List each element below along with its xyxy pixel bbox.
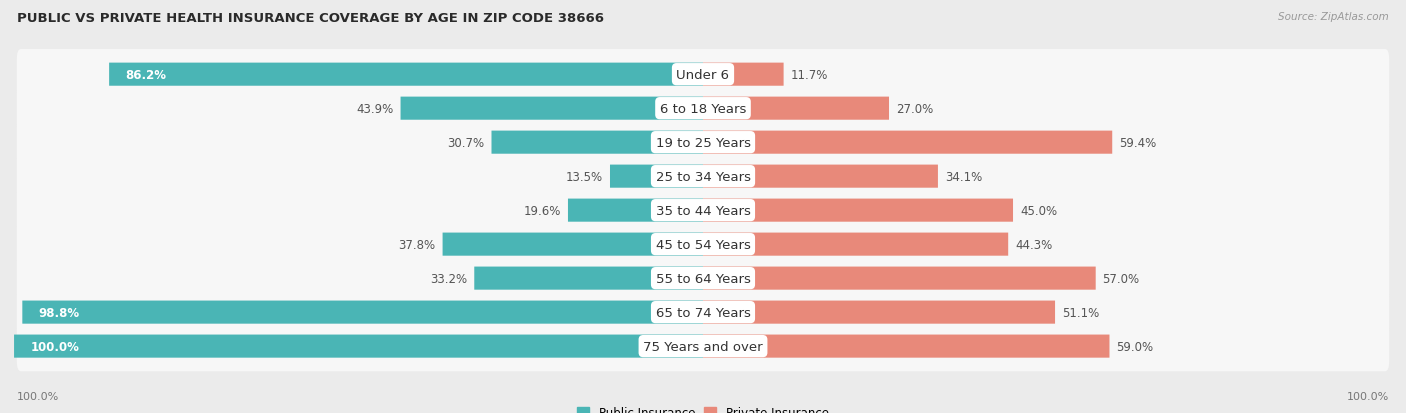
Text: 65 to 74 Years: 65 to 74 Years <box>655 306 751 319</box>
FancyBboxPatch shape <box>17 50 1389 100</box>
Text: 86.2%: 86.2% <box>125 69 167 81</box>
FancyBboxPatch shape <box>703 233 1008 256</box>
Text: PUBLIC VS PRIVATE HEALTH INSURANCE COVERAGE BY AGE IN ZIP CODE 38666: PUBLIC VS PRIVATE HEALTH INSURANCE COVER… <box>17 12 603 25</box>
FancyBboxPatch shape <box>474 267 703 290</box>
Text: 30.7%: 30.7% <box>447 136 485 149</box>
FancyBboxPatch shape <box>110 64 703 86</box>
FancyBboxPatch shape <box>703 267 1095 290</box>
Legend: Public Insurance, Private Insurance: Public Insurance, Private Insurance <box>572 401 834 413</box>
FancyBboxPatch shape <box>17 219 1389 270</box>
Text: 45 to 54 Years: 45 to 54 Years <box>655 238 751 251</box>
FancyBboxPatch shape <box>443 233 703 256</box>
FancyBboxPatch shape <box>703 335 1109 358</box>
Text: 57.0%: 57.0% <box>1102 272 1140 285</box>
FancyBboxPatch shape <box>703 64 783 86</box>
Text: 43.9%: 43.9% <box>356 102 394 115</box>
FancyBboxPatch shape <box>703 97 889 121</box>
Text: 98.8%: 98.8% <box>39 306 80 319</box>
Text: 51.1%: 51.1% <box>1062 306 1099 319</box>
Text: 33.2%: 33.2% <box>430 272 467 285</box>
Text: 37.8%: 37.8% <box>398 238 436 251</box>
Text: 100.0%: 100.0% <box>31 340 80 353</box>
Text: 44.3%: 44.3% <box>1015 238 1052 251</box>
Text: 100.0%: 100.0% <box>17 391 59 401</box>
FancyBboxPatch shape <box>492 131 703 154</box>
FancyBboxPatch shape <box>22 301 703 324</box>
FancyBboxPatch shape <box>610 165 703 188</box>
FancyBboxPatch shape <box>17 118 1389 168</box>
FancyBboxPatch shape <box>17 253 1389 304</box>
Text: 34.1%: 34.1% <box>945 170 981 183</box>
FancyBboxPatch shape <box>703 165 938 188</box>
Text: 75 Years and over: 75 Years and over <box>643 340 763 353</box>
Text: 19.6%: 19.6% <box>523 204 561 217</box>
FancyBboxPatch shape <box>14 335 703 358</box>
FancyBboxPatch shape <box>17 152 1389 202</box>
FancyBboxPatch shape <box>703 199 1014 222</box>
Text: 59.4%: 59.4% <box>1119 136 1156 149</box>
Text: 59.0%: 59.0% <box>1116 340 1153 353</box>
Text: 13.5%: 13.5% <box>567 170 603 183</box>
Text: 27.0%: 27.0% <box>896 102 934 115</box>
Text: 45.0%: 45.0% <box>1019 204 1057 217</box>
FancyBboxPatch shape <box>703 131 1112 154</box>
FancyBboxPatch shape <box>17 185 1389 236</box>
FancyBboxPatch shape <box>17 321 1389 371</box>
Text: Under 6: Under 6 <box>676 69 730 81</box>
FancyBboxPatch shape <box>568 199 703 222</box>
Text: Source: ZipAtlas.com: Source: ZipAtlas.com <box>1278 12 1389 22</box>
FancyBboxPatch shape <box>17 287 1389 337</box>
Text: 35 to 44 Years: 35 to 44 Years <box>655 204 751 217</box>
FancyBboxPatch shape <box>703 301 1054 324</box>
Text: 19 to 25 Years: 19 to 25 Years <box>655 136 751 149</box>
FancyBboxPatch shape <box>17 84 1389 134</box>
Text: 100.0%: 100.0% <box>1347 391 1389 401</box>
Text: 11.7%: 11.7% <box>790 69 828 81</box>
Text: 55 to 64 Years: 55 to 64 Years <box>655 272 751 285</box>
FancyBboxPatch shape <box>401 97 703 121</box>
Text: 6 to 18 Years: 6 to 18 Years <box>659 102 747 115</box>
Text: 25 to 34 Years: 25 to 34 Years <box>655 170 751 183</box>
